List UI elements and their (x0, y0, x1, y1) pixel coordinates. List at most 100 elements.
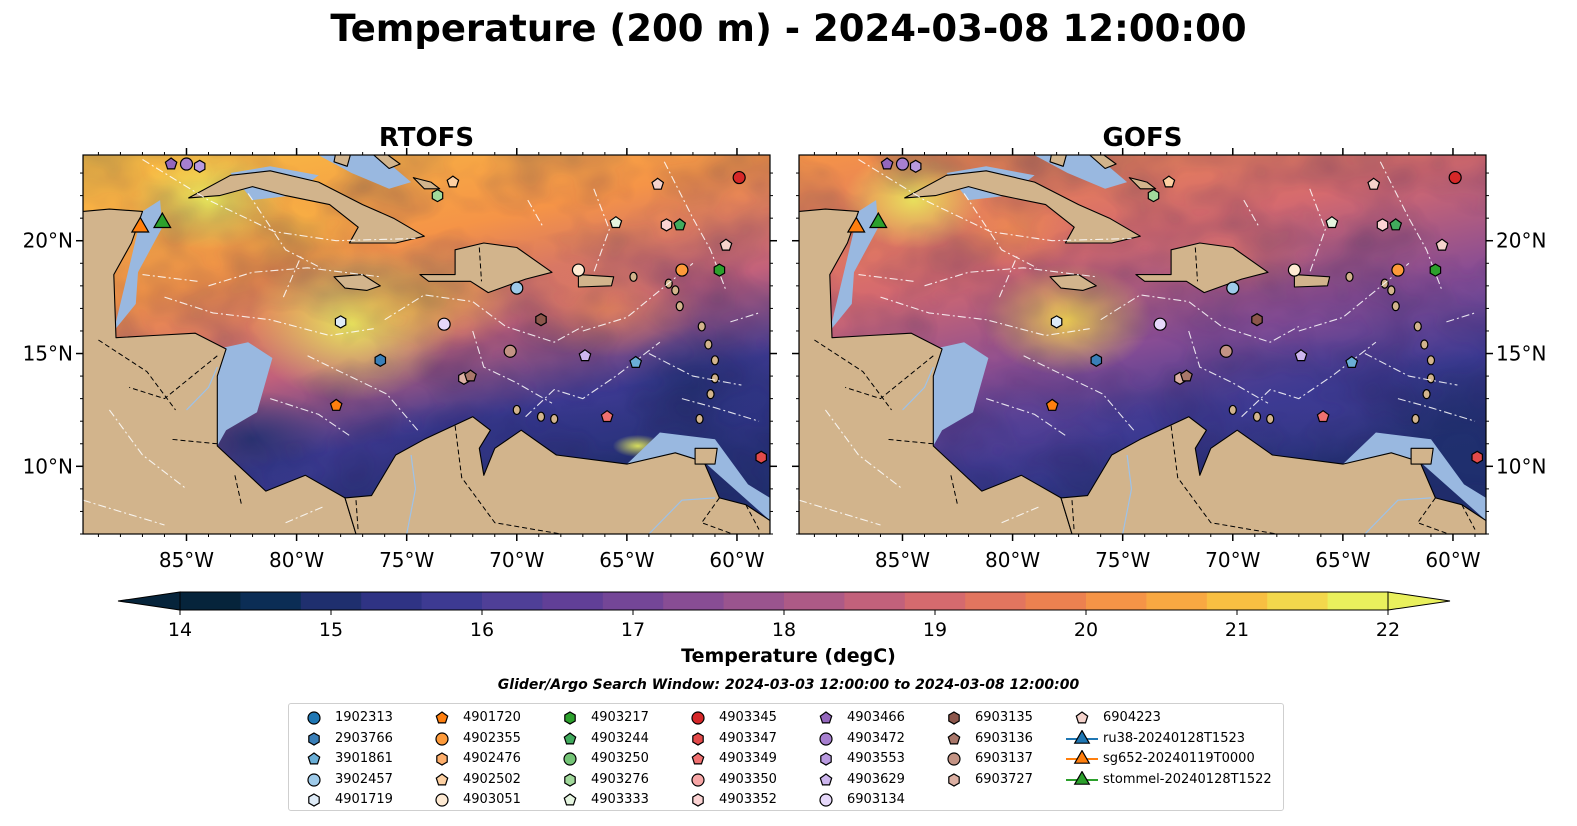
marker-4903352 (660, 218, 673, 232)
lat-tick-label: 15°N (1496, 342, 1546, 366)
marker-3902457 (1226, 281, 1240, 295)
legend-circle-icon (691, 711, 705, 725)
marker-6903137 (1219, 344, 1233, 358)
marker-4903472 (179, 157, 194, 171)
legend-label: 4903349 (719, 751, 777, 767)
legend-hexagon-icon (692, 731, 704, 746)
legend-marker-icon (819, 711, 833, 724)
marker-1902313 (771, 210, 783, 222)
legend-marker-icon (1075, 711, 1089, 724)
land-bahamas1 (333, 155, 351, 167)
marker-6903134 (1153, 317, 1167, 331)
marker-3902457 (510, 281, 524, 295)
marker-4901720 (1045, 398, 1059, 411)
legend-label: 4903629 (847, 771, 905, 787)
colorbar-tick-label: 14 (168, 619, 192, 641)
legend-label: ru38-20240128T1523 (1103, 730, 1246, 746)
legend-hexagon-icon (820, 752, 832, 766)
marker-4903349 (1316, 409, 1330, 423)
lon-tick-label: 60°W (709, 548, 764, 572)
legend-label: 3902457 (335, 771, 393, 787)
marker-4901719 (1050, 315, 1063, 329)
colorbar-segment (542, 592, 604, 610)
marker-4903244 (1389, 218, 1403, 231)
marker-4903347 (755, 450, 768, 464)
marker-sg652-20240119T0000 (130, 216, 150, 233)
colorbar-segment (1267, 592, 1329, 610)
land-southAmerica (344, 416, 770, 534)
legend-marker-icon (692, 731, 704, 746)
legend-marker-icon (819, 773, 833, 786)
lon-tick-label: 85°W (159, 548, 214, 572)
marker-4903629 (1294, 349, 1308, 362)
legend-label: 4903553 (847, 751, 905, 767)
search-window-label: Glider/Argo Search Window: 2024-03-03 12… (497, 677, 1080, 693)
legend-label: sg652-20240119T0000 (1103, 751, 1255, 767)
lon-tick-label: 65°W (599, 548, 654, 572)
legend-pentagon-icon (563, 793, 577, 806)
lon-tick-label: 80°W (269, 548, 324, 572)
legend-marker-icon (691, 752, 705, 765)
colorbar-segment (784, 592, 845, 610)
marker-1902313 (1487, 210, 1499, 222)
lat-tick-label: 10°N (1496, 454, 1546, 478)
colorbar-segment (844, 592, 906, 610)
marker-4903347 (1471, 450, 1484, 464)
colorbar-segment (1327, 592, 1389, 610)
shelf-mosquito (933, 342, 989, 446)
marker-4903553 (193, 159, 206, 173)
legend-marker-icon (564, 711, 576, 725)
marker-4901720 (329, 398, 343, 411)
colorbar-segment (300, 592, 362, 610)
shelf-mosquito (217, 342, 273, 446)
colorbar-tick-label: 16 (470, 619, 494, 641)
legend-label: 4901719 (335, 792, 393, 808)
colorbar-segment (663, 592, 725, 610)
colorbar-segment (904, 592, 966, 610)
legend-label: 4903244 (591, 730, 649, 746)
map-frame (82, 154, 771, 535)
legend-marker-icon (819, 793, 833, 807)
panel-rtofs-map: 85°W 80°W 75°W 70°W 65°W 60°W 20°N 15°N 10°N RTOF… (23, 123, 783, 572)
colorbar-segment (602, 592, 664, 610)
colorbar-segment (482, 592, 543, 610)
marker-3901861 (1345, 355, 1359, 368)
legend-marker-icon (307, 711, 321, 725)
legend-marker-icon (435, 793, 449, 807)
legend-hexagon-icon (436, 752, 448, 766)
legend-label: 4903347 (719, 730, 777, 746)
colorbar-segment (723, 592, 785, 610)
marker-6903135 (1251, 313, 1263, 327)
marker-4903276 (1147, 188, 1160, 203)
legend-hexagon-icon (308, 731, 320, 746)
legend-marker-icon (1066, 750, 1098, 764)
land-hispaniola (1135, 242, 1269, 294)
colorbar-segment (1025, 592, 1087, 610)
marker-4903333 (609, 215, 623, 229)
legend-label: 6903137 (975, 751, 1033, 767)
marker-6904223 (1435, 238, 1449, 251)
land-bahamas2 (373, 155, 401, 170)
legend-pentagon-icon (563, 731, 577, 745)
legend-label: 4901720 (463, 710, 521, 725)
marker-6903134 (437, 317, 451, 331)
marker-4903629 (578, 349, 592, 362)
legend-circle-icon (563, 752, 577, 766)
legend-triangle-icon (1073, 750, 1091, 764)
marker-4902355 (1391, 263, 1405, 277)
lon-tick-label: 80°W (985, 548, 1040, 572)
legend-circle-icon (691, 773, 705, 787)
legend-label: 2903766 (335, 730, 393, 746)
marker-sg652-20240119T0000 (846, 216, 866, 233)
legend-marker-icon (947, 752, 961, 766)
land-bahamas3 (1128, 177, 1157, 190)
legend-marker-icon (308, 793, 320, 808)
legend-pentagon-icon (307, 752, 321, 765)
colorbar-segment (965, 592, 1027, 610)
marker-6904223 (1367, 177, 1381, 190)
legend-label: 4903352 (719, 792, 777, 808)
marker-4903345 (732, 170, 746, 185)
legend-label: 4903217 (591, 710, 649, 725)
legend-hexagon-icon (948, 711, 960, 725)
marker-6903136 (1180, 369, 1193, 382)
